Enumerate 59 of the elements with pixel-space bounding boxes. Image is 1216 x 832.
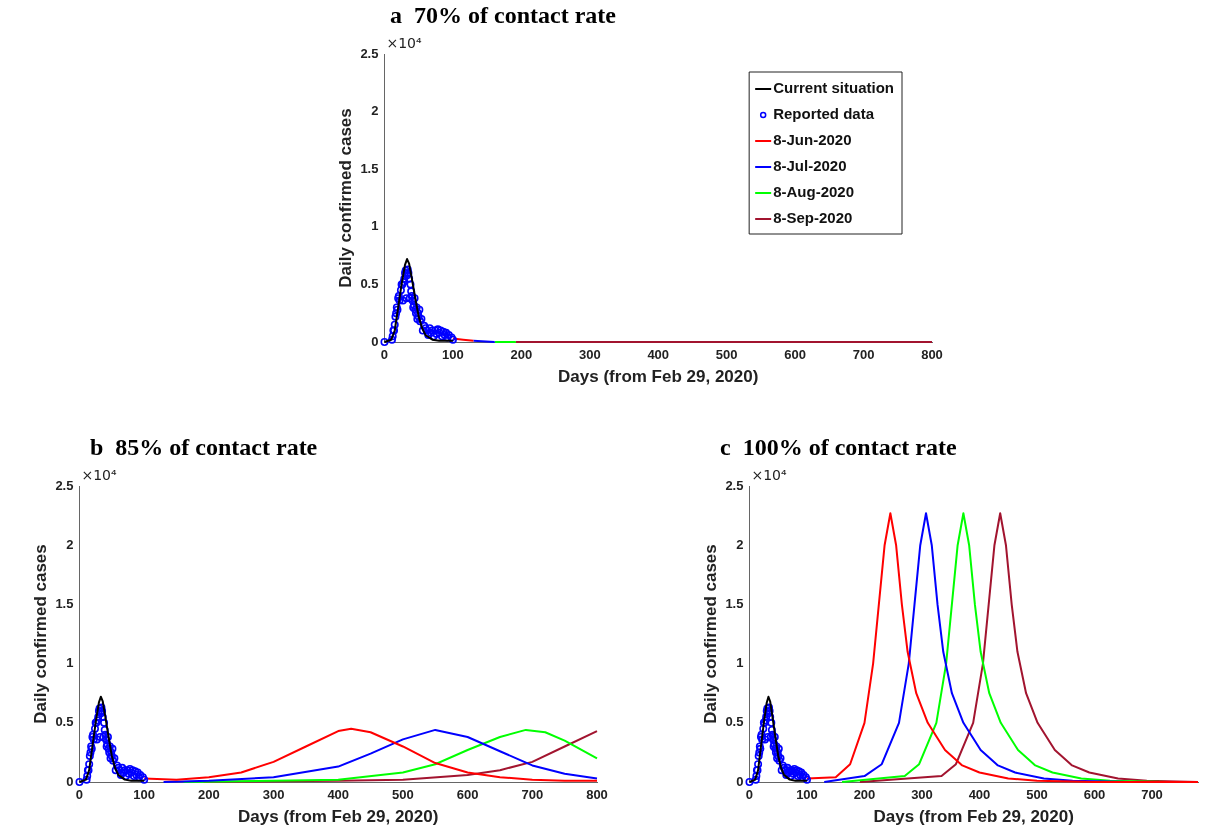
legend-label: 8-Jun-2020 [773,131,852,149]
legend-label: Current situation [773,79,895,97]
x-tick-label: 700 [521,787,544,803]
x-axis-title: Days (from Feb 29, 2020) [238,807,439,827]
y-tick-label: 2 [66,536,74,552]
y-tick-label: 2.5 [55,477,74,493]
chart-title: c 100% of contact rate [720,434,957,461]
y-tick-label: 2.5 [725,477,744,493]
y-tick-label: 1.5 [55,595,74,611]
text: ×10⁴ [81,466,117,484]
chart-title: a 70% of contact rate [390,2,616,29]
x-tick-label: 200 [510,347,533,363]
y-tick-label: 1 [66,655,74,671]
x-tick-label: 600 [784,347,806,363]
x-tick-label: 400 [327,787,350,803]
y-axis-title: Daily confirmed cases [335,108,355,288]
y-tick-label: 2.5 [360,45,379,61]
legend-label: 8-Sep-2020 [773,209,853,227]
x-tick-label: 700 [1141,787,1163,803]
y-tick-label: 0.5 [360,275,379,291]
y-tick-label: 0 [66,773,74,789]
x-tick-label: 300 [911,787,933,803]
x-axis-title: Days (from Feb 29, 2020) [558,367,759,387]
x-tick-label: 100 [796,787,818,803]
x-tick-label: 700 [852,347,875,363]
y-tick-label: 1.5 [360,160,379,176]
text: ×10⁴ [751,466,787,484]
y-tick-label: 2 [371,103,379,119]
x-tick-label: 300 [578,347,601,363]
y-tick-label: 1 [371,218,379,234]
y-axis-title: Daily confirmed cases [700,544,720,724]
y-tick-label: 1.5 [725,595,744,611]
y-tick-label: 0 [736,773,744,789]
text: ×10⁴ [386,34,422,52]
x-tick-label: 500 [1026,787,1048,803]
x-tick-label: 400 [647,347,670,363]
x-tick-label: 500 [715,347,738,363]
x-tick-label: 200 [853,787,876,803]
x-tick-label: 600 [456,787,479,803]
legend-label: 8-Aug-2020 [773,183,855,201]
x-tick-label: 800 [586,787,608,803]
y-tick-label: 1 [736,655,744,671]
x-tick-label: 800 [921,347,943,363]
x-tick-label: 100 [133,787,156,803]
y-tick-label: 0 [371,333,379,349]
legend-label: Reported data [773,105,875,123]
x-tick-label: 500 [392,787,414,803]
x-tick-label: 400 [968,787,991,803]
x-tick-label: 300 [262,787,285,803]
x-tick-label: 200 [198,787,220,803]
x-axis-title: Days (from Feb 29, 2020) [873,807,1074,827]
x-tick-label: 100 [442,347,464,363]
y-tick-label: 0.5 [725,714,744,730]
y-axis-title: Daily confirmed cases [30,544,50,724]
y-tick-label: 2 [736,536,744,552]
legend-label: 8-Jul-2020 [773,157,847,175]
y-tick-label: 0.5 [55,714,74,730]
x-tick-label: 600 [1083,787,1106,803]
chart-title: b 85% of contact rate [90,434,318,461]
